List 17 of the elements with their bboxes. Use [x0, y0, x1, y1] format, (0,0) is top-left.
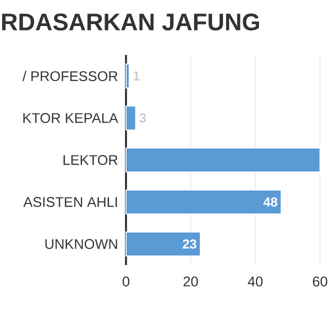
- y-tick-label: LEKTOR: [64, 155, 118, 165]
- bar: [126, 64, 130, 88]
- x-tick-label: 40: [248, 276, 263, 286]
- bar: [126, 232, 201, 257]
- bar: [126, 190, 282, 214]
- x-tick-label: 20: [184, 276, 198, 286]
- chart-title: RDASARKAN JAFUNG: [2, 14, 259, 30]
- y-tick-label: ASISTEN AHLI: [23, 197, 117, 207]
- bar: [126, 106, 136, 130]
- x-tick-label: 0: [122, 276, 130, 286]
- data-label: 23: [182, 239, 196, 249]
- y-tick-label: / PROFESSOR: [22, 70, 118, 82]
- x-tick-label: 60: [312, 276, 328, 286]
- y-tick-label: KTOR KEPALA: [23, 113, 118, 123]
- bar: [126, 148, 320, 172]
- y-tick-label: UNKNOWN: [45, 239, 118, 249]
- data-label: 48: [263, 197, 278, 207]
